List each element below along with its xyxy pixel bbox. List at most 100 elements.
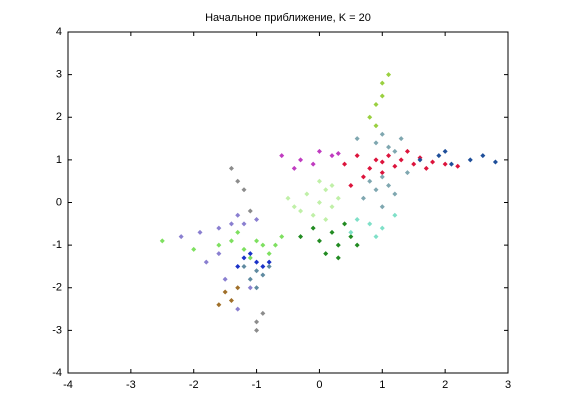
point [241, 187, 247, 193]
point [398, 157, 404, 163]
point [442, 148, 448, 154]
point [254, 217, 260, 223]
point [298, 208, 304, 214]
y-tick-label: 4 [56, 26, 62, 38]
point [216, 242, 222, 248]
point [360, 195, 366, 201]
point [254, 285, 260, 291]
point [316, 238, 322, 244]
point [235, 306, 241, 312]
point [430, 159, 436, 165]
point [235, 229, 241, 235]
point [436, 153, 442, 159]
x-tick-label: 3 [505, 379, 511, 391]
point [348, 229, 354, 235]
point [373, 123, 379, 129]
point [228, 165, 234, 171]
point [411, 161, 417, 167]
chart-title: Начальное приближение, K = 20 [205, 12, 371, 24]
point [329, 204, 335, 210]
point [241, 246, 247, 252]
point [329, 182, 335, 188]
y-tick-label: -3 [52, 324, 62, 336]
point [254, 268, 260, 274]
point [247, 276, 253, 282]
point [260, 242, 266, 248]
point [291, 204, 297, 210]
point [235, 285, 241, 291]
point [316, 200, 322, 205]
point [392, 212, 398, 218]
point [335, 255, 341, 261]
point [404, 148, 410, 154]
x-tick-label: 1 [379, 379, 385, 391]
point [373, 187, 379, 193]
point [191, 246, 197, 252]
x-tick-label: 2 [442, 379, 448, 391]
point [260, 272, 266, 278]
point [298, 234, 304, 240]
point [373, 234, 379, 240]
point [222, 289, 228, 295]
point [348, 182, 354, 188]
point [379, 159, 385, 165]
point [247, 285, 253, 291]
point [228, 221, 234, 227]
point [298, 157, 304, 163]
point [228, 238, 234, 244]
point [203, 259, 209, 265]
point [247, 251, 253, 257]
point [492, 159, 498, 165]
point [266, 251, 272, 257]
point [467, 157, 473, 163]
point [392, 191, 398, 197]
y-tick-label: 2 [56, 111, 62, 123]
point [266, 263, 272, 269]
point [291, 165, 297, 171]
point [367, 221, 373, 227]
x-tick-label: -4 [63, 379, 73, 391]
y-tick-label: -1 [52, 239, 62, 251]
point [310, 212, 316, 218]
point [241, 221, 247, 227]
point [316, 148, 322, 154]
point [379, 93, 385, 99]
point [335, 195, 341, 201]
point [342, 221, 348, 227]
point [235, 178, 241, 184]
point [279, 153, 285, 159]
point [423, 165, 429, 171]
point [398, 136, 404, 142]
point [316, 178, 322, 184]
x-tick-label: 0 [316, 379, 322, 391]
point [241, 255, 247, 261]
point [379, 80, 385, 86]
point [455, 163, 461, 169]
point [354, 153, 360, 159]
point [304, 191, 310, 197]
point [367, 165, 373, 171]
point [323, 217, 329, 223]
point [247, 255, 253, 261]
point [480, 153, 486, 159]
point [323, 251, 329, 257]
point [373, 101, 379, 107]
point [254, 319, 260, 325]
point [348, 234, 354, 240]
x-tick-label: -2 [189, 379, 199, 391]
point [159, 238, 165, 244]
y-tick-label: -4 [52, 367, 62, 379]
point [367, 178, 373, 184]
point [442, 161, 448, 167]
x-tick-label: -3 [126, 379, 136, 391]
point [379, 174, 385, 180]
point [379, 170, 385, 176]
point [354, 136, 360, 142]
point [392, 148, 398, 154]
point [386, 144, 392, 150]
point [360, 174, 366, 180]
point [379, 131, 385, 137]
x-tick-label: -1 [252, 379, 262, 391]
